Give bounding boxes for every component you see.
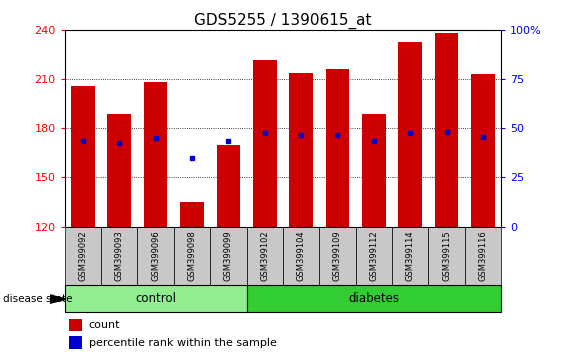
Bar xyxy=(217,145,240,227)
Text: GSM399099: GSM399099 xyxy=(224,230,233,281)
Text: GSM399098: GSM399098 xyxy=(187,230,196,281)
Bar xyxy=(471,74,495,227)
Bar xyxy=(325,69,349,227)
Bar xyxy=(69,319,82,331)
Text: diabetes: diabetes xyxy=(348,292,399,305)
Text: GSM399115: GSM399115 xyxy=(442,230,451,281)
Bar xyxy=(144,82,167,227)
Text: GSM399114: GSM399114 xyxy=(406,230,415,281)
Bar xyxy=(283,227,319,285)
Polygon shape xyxy=(50,295,66,303)
Bar xyxy=(180,202,204,227)
Bar xyxy=(464,227,501,285)
Bar xyxy=(356,227,392,285)
Text: GSM399112: GSM399112 xyxy=(369,230,378,281)
Text: GSM399092: GSM399092 xyxy=(78,230,87,281)
Text: GSM399093: GSM399093 xyxy=(115,230,124,281)
Bar xyxy=(428,227,464,285)
Bar xyxy=(247,285,501,312)
Bar xyxy=(319,227,356,285)
Bar xyxy=(108,114,131,227)
Text: percentile rank within the sample: percentile rank within the sample xyxy=(89,338,276,348)
Title: GDS5255 / 1390615_at: GDS5255 / 1390615_at xyxy=(194,12,372,29)
Bar xyxy=(289,73,313,227)
Text: GSM399096: GSM399096 xyxy=(151,230,160,281)
Bar xyxy=(65,285,247,312)
Text: GSM399104: GSM399104 xyxy=(297,230,306,281)
Bar xyxy=(71,86,95,227)
Bar xyxy=(399,41,422,227)
Bar xyxy=(101,227,137,285)
Bar xyxy=(65,227,101,285)
Text: disease state: disease state xyxy=(3,294,72,304)
Text: GSM399116: GSM399116 xyxy=(479,230,488,281)
Bar xyxy=(392,227,428,285)
Bar xyxy=(247,227,283,285)
Bar xyxy=(210,227,247,285)
Bar xyxy=(253,59,276,227)
Text: count: count xyxy=(89,320,120,330)
Text: GSM399109: GSM399109 xyxy=(333,230,342,281)
Bar xyxy=(69,336,82,349)
Bar xyxy=(362,114,386,227)
Text: GSM399102: GSM399102 xyxy=(260,230,269,281)
Bar xyxy=(174,227,210,285)
Bar xyxy=(137,227,174,285)
Text: control: control xyxy=(135,292,176,305)
Bar xyxy=(435,33,458,227)
